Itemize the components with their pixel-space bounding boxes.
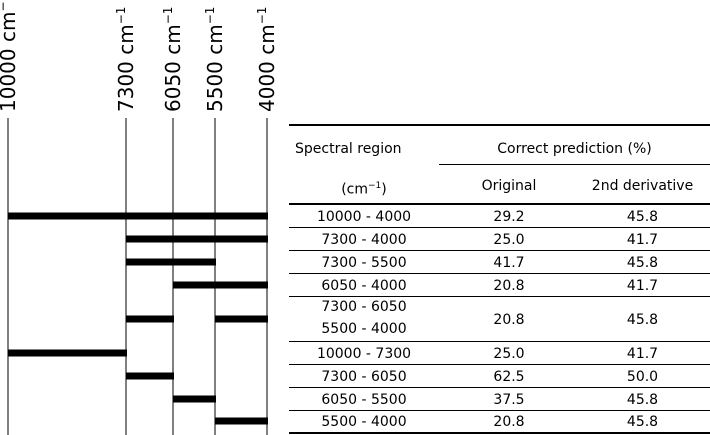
table-cell-original: 20.8: [493, 311, 525, 328]
table-cell-derivative: 41.7: [626, 345, 659, 362]
table-bottom-rule: [289, 432, 710, 434]
table-cell-original: 20.8: [493, 277, 525, 294]
table-cell-original: 29.2: [493, 208, 525, 225]
table-cell-region: 7300 - 4000: [321, 231, 407, 248]
header-bottom-rule: [289, 203, 710, 205]
table-cell-original: 41.7: [493, 254, 525, 271]
header-original: Original: [481, 178, 537, 194]
row-divider: [289, 296, 710, 297]
table-cell-derivative: 45.8: [626, 413, 659, 430]
table-cell-region: 7300 - 5500: [321, 254, 407, 271]
marker-label-7300: 7300 cm−1: [114, 7, 138, 112]
header-correct-prediction: Correct prediction (%): [497, 141, 652, 157]
table-cell-derivative: 41.7: [626, 231, 659, 248]
row-divider: [289, 341, 710, 342]
row-divider: [289, 250, 710, 251]
table-cell-region: 6050 - 5500: [321, 391, 407, 408]
table-cell-original: 62.5: [493, 368, 525, 385]
table-top-rule: [289, 124, 710, 126]
marker-label-6050: 6050 cm−1: [161, 7, 185, 112]
table-cell-derivative: 45.8: [626, 254, 659, 271]
marker-label-5500: 5500 cm−1: [203, 7, 227, 112]
prediction-table: Spectral region (cm−1) Correct predictio…: [289, 124, 710, 434]
table-cell-original: 37.5: [493, 391, 525, 408]
header-2nd-derivative: 2nd derivative: [591, 178, 694, 194]
row-divider: [289, 227, 710, 228]
table-cell-derivative: 45.8: [626, 208, 659, 225]
table-cell-region: 7300 - 6050: [321, 299, 407, 315]
spectral-region-diagram: 10000 cm−1 7300 cm−1 6050 cm−1 5500 cm−1 400…: [0, 0, 279, 435]
region-bar-6050-5500: [173, 395, 216, 403]
table-cell-original: 20.8: [493, 413, 525, 430]
header-subrule: [439, 164, 710, 165]
region-bar-10000-7300: [8, 349, 127, 357]
row-divider: [289, 387, 710, 388]
table-cell-region: 10000 - 7300: [316, 345, 412, 362]
region-bar-5500-4000: [215, 417, 268, 425]
table-cell-region: 5500 - 4000: [321, 321, 407, 337]
region-bar-6050-4000: [173, 281, 268, 289]
table-cell-original: 25.0: [493, 345, 525, 362]
table-cell-derivative: 50.0: [626, 368, 659, 385]
marker-label-4000: 4000 cm−1: [255, 7, 279, 112]
region-bar-7300-6050: [126, 372, 174, 380]
table-cell-region: 5500 - 4000: [321, 413, 407, 430]
region-bar-7300-5500: [126, 258, 216, 266]
table-cell-original: 25.0: [493, 231, 525, 248]
region-bar-7300-6050: [126, 315, 174, 323]
header-units: (cm−1): [341, 181, 387, 198]
table-cell-region: 6050 - 4000: [321, 277, 407, 294]
row-divider: [289, 273, 710, 274]
region-bar-7300-4000: [126, 235, 268, 243]
marker-label-10000: 10000 cm−1: [0, 0, 20, 112]
header-spectral-region: Spectral region: [295, 141, 402, 157]
table-cell-derivative: 45.8: [626, 391, 659, 408]
row-divider: [289, 364, 710, 365]
region-bar-10000-4000: [8, 212, 268, 220]
table-cell-region: 7300 - 6050: [321, 368, 407, 385]
table-cell-region: 10000 - 4000: [316, 208, 412, 225]
row-divider: [289, 410, 710, 411]
region-bar-5500-4000: [215, 315, 268, 323]
table-cell-derivative: 45.8: [626, 311, 659, 328]
table-cell-derivative: 41.7: [626, 277, 659, 294]
